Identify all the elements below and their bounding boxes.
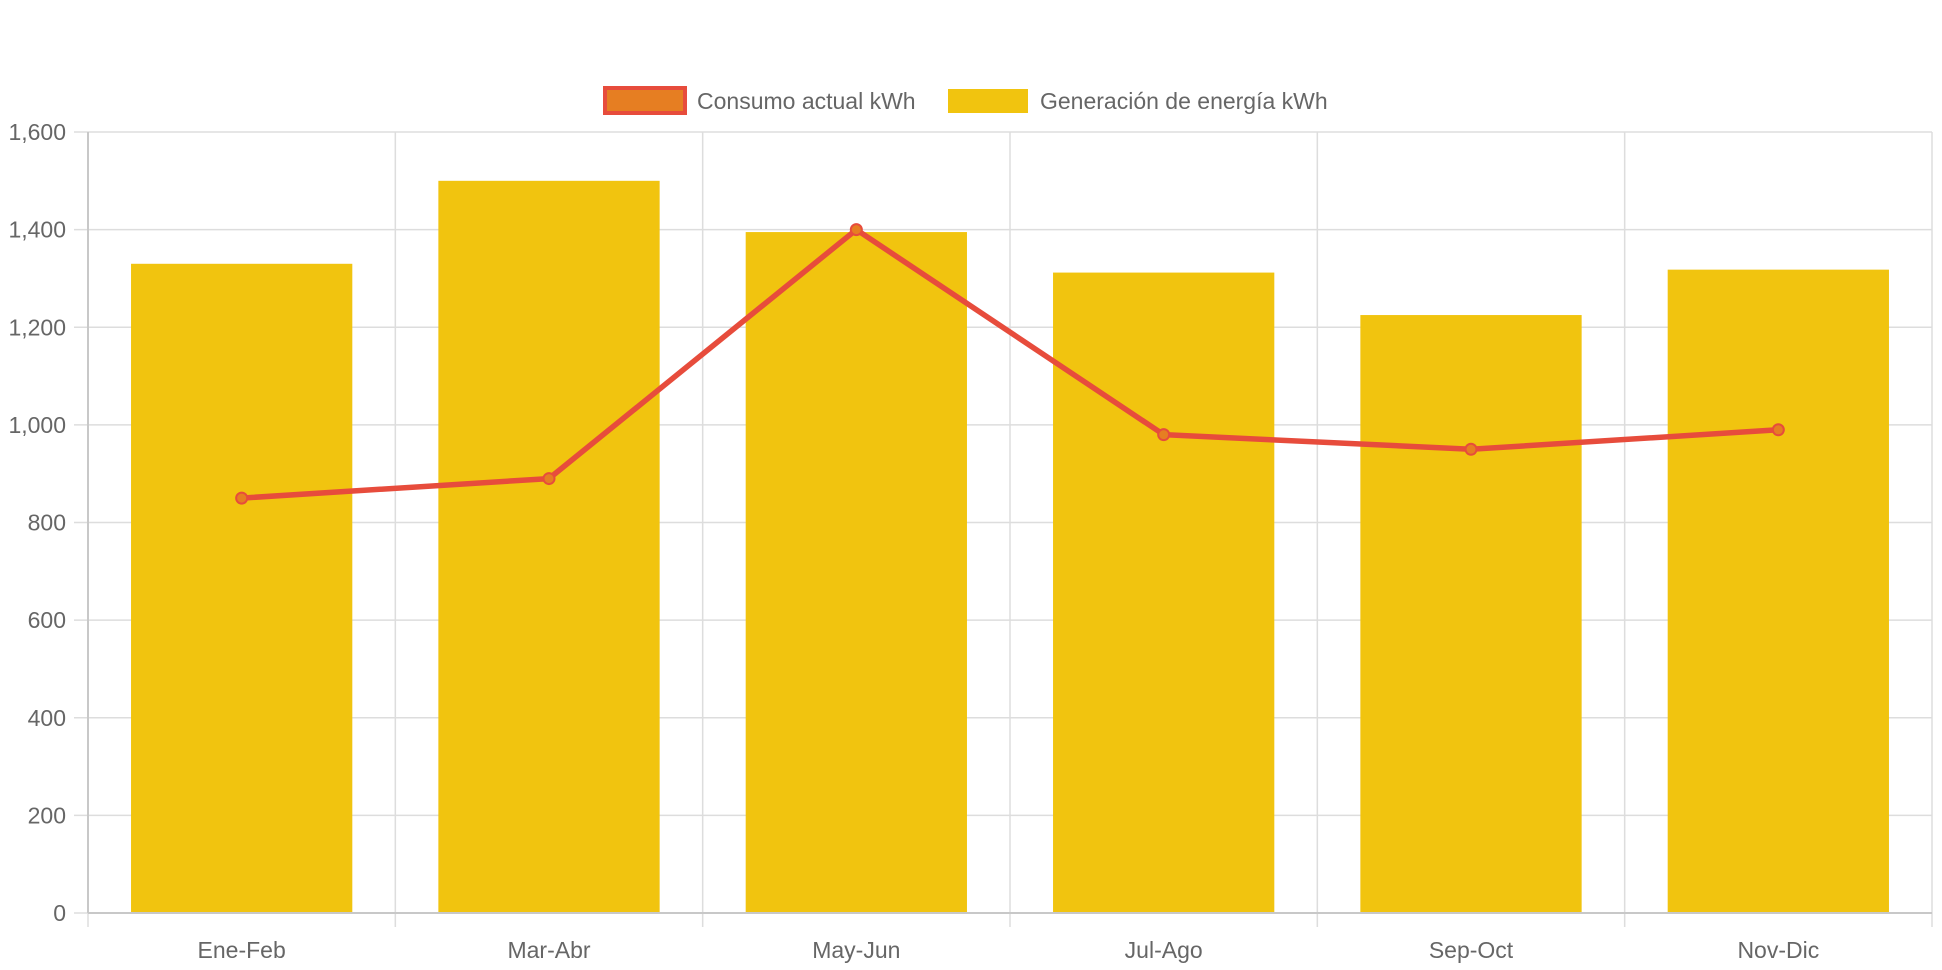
line-consumo (241, 226, 1779, 501)
legend-label-generacion: Generación de energía kWh (1040, 88, 1328, 114)
x-tick-label: Sep-Oct (1429, 937, 1514, 963)
y-tick-label: 800 (28, 510, 66, 536)
point-consumo[interactable] (235, 491, 249, 505)
x-tick-label: Jul-Ago (1125, 937, 1203, 963)
y-tick-label: 1,000 (8, 412, 66, 438)
point-consumo[interactable] (1464, 442, 1478, 456)
legend-item-generacion[interactable]: Generación de energía kWh (948, 88, 1328, 114)
bar-generacion[interactable] (1667, 269, 1889, 913)
point-consumo[interactable] (542, 472, 556, 486)
legend-swatch-consumo (603, 86, 687, 115)
bar-generacion[interactable] (438, 180, 660, 913)
grid-lines (74, 131, 1933, 927)
y-tick-label: 1,600 (8, 119, 66, 145)
y-tick-label: 400 (28, 705, 66, 731)
y-tick-label: 0 (53, 900, 66, 926)
x-tick-label: Mar-Abr (507, 937, 590, 963)
y-tick-label: 600 (28, 607, 66, 633)
x-tick-label: Nov-Dic (1737, 937, 1819, 963)
bar-generacion[interactable] (131, 263, 353, 913)
y-tick-label: 200 (28, 802, 66, 828)
line-series (235, 223, 1785, 505)
point-consumo[interactable] (1157, 428, 1171, 442)
legend-label-consumo: Consumo actual kWh (697, 88, 916, 114)
x-tick-label: May-Jun (812, 937, 900, 963)
bar-series (131, 180, 1889, 914)
x-tick-label: Ene-Feb (198, 937, 286, 963)
point-consumo[interactable] (1771, 423, 1785, 437)
legend-item-consumo[interactable]: Consumo actual kWh (603, 86, 916, 115)
bar-generacion[interactable] (745, 232, 967, 914)
legend: Consumo actual kWh Generación de energía… (603, 86, 1328, 115)
bar-generacion[interactable] (1360, 315, 1582, 913)
bar-generacion[interactable] (1053, 272, 1275, 914)
y-tick-label: 1,200 (8, 314, 66, 340)
axes: 0 200 400 600 800 1,000 1,200 1,400 1,600 Ene-Feb… (8, 119, 1932, 963)
y-tick-label: 1,400 (8, 217, 66, 243)
legend-swatch-generacion (948, 89, 1028, 113)
point-consumo[interactable] (849, 223, 863, 237)
